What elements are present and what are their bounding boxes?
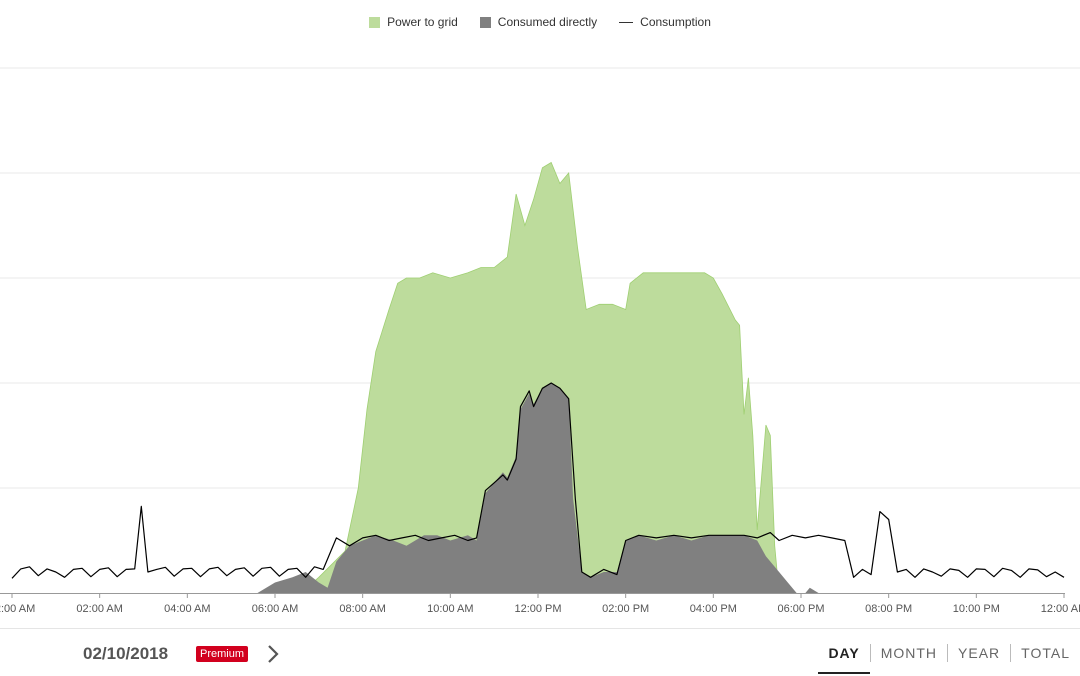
consumption-line — [11, 382, 1065, 579]
legend-label-power-to-grid: Power to grid — [387, 15, 458, 29]
legend-item-consumed-directly[interactable]: Consumed directly — [479, 15, 598, 29]
chevron-right-icon[interactable] — [266, 644, 280, 664]
date-label: 02/10/2018 — [83, 644, 169, 663]
legend: Power to grid Consumed directly Consumpt… — [0, 15, 1080, 29]
footer-divider — [0, 628, 1080, 629]
tab-month[interactable]: MONTH — [869, 644, 947, 662]
x-tick-label: 06:00 AM — [252, 603, 298, 615]
x-tick-label: 12:00 AM — [1041, 603, 1080, 615]
tab-year[interactable]: YEAR — [947, 644, 1010, 662]
x-tick-label: 10:00 PM — [953, 603, 1000, 615]
x-tick-label: 04:00 AM — [164, 603, 210, 615]
legend-item-power-to-grid[interactable]: Power to grid — [369, 15, 458, 29]
x-tick-label: 04:00 PM — [690, 603, 737, 615]
x-tick-label: 12:00 AM — [0, 603, 35, 615]
footer-bar: 02/10/2018 Premium DAY MONTH YEAR TOTAL — [0, 630, 1080, 676]
x-tick-label: 08:00 AM — [339, 603, 385, 615]
tab-total[interactable]: TOTAL — [1010, 644, 1080, 662]
chart: 12:00 AM 02:00 AM 04:00 AM 06:00 AM 08:00 AM… — [0, 67, 1080, 615]
x-tick-label: 08:00 PM — [865, 603, 912, 615]
x-axis-ticks: 12:00 AM 02:00 AM 04:00 AM 06:00 AM 08:00 AM… — [0, 593, 1080, 615]
legend-label-consumed-directly: Consumed directly — [497, 15, 598, 29]
premium-badge: Premium — [196, 646, 249, 662]
x-tick-label: 02:00 PM — [602, 603, 649, 615]
tab-day[interactable]: DAY — [818, 644, 871, 674]
x-tick-label: 10:00 AM — [427, 603, 473, 615]
consumption-swatch — [619, 21, 634, 23]
x-tick-label: 06:00 PM — [777, 603, 824, 615]
legend-label-consumption: Consumption — [640, 15, 711, 29]
legend-item-consumption[interactable]: Consumption — [619, 15, 711, 29]
consumed-directly-area — [257, 383, 819, 593]
consumed-directly-swatch — [479, 16, 491, 28]
period-tabs: DAY MONTH YEAR TOTAL — [818, 644, 1080, 674]
power-to-grid-swatch — [369, 16, 381, 28]
x-tick-label: 02:00 AM — [76, 603, 122, 615]
x-tick-label: 12:00 PM — [514, 603, 561, 615]
power-to-grid-area — [300, 161, 780, 594]
